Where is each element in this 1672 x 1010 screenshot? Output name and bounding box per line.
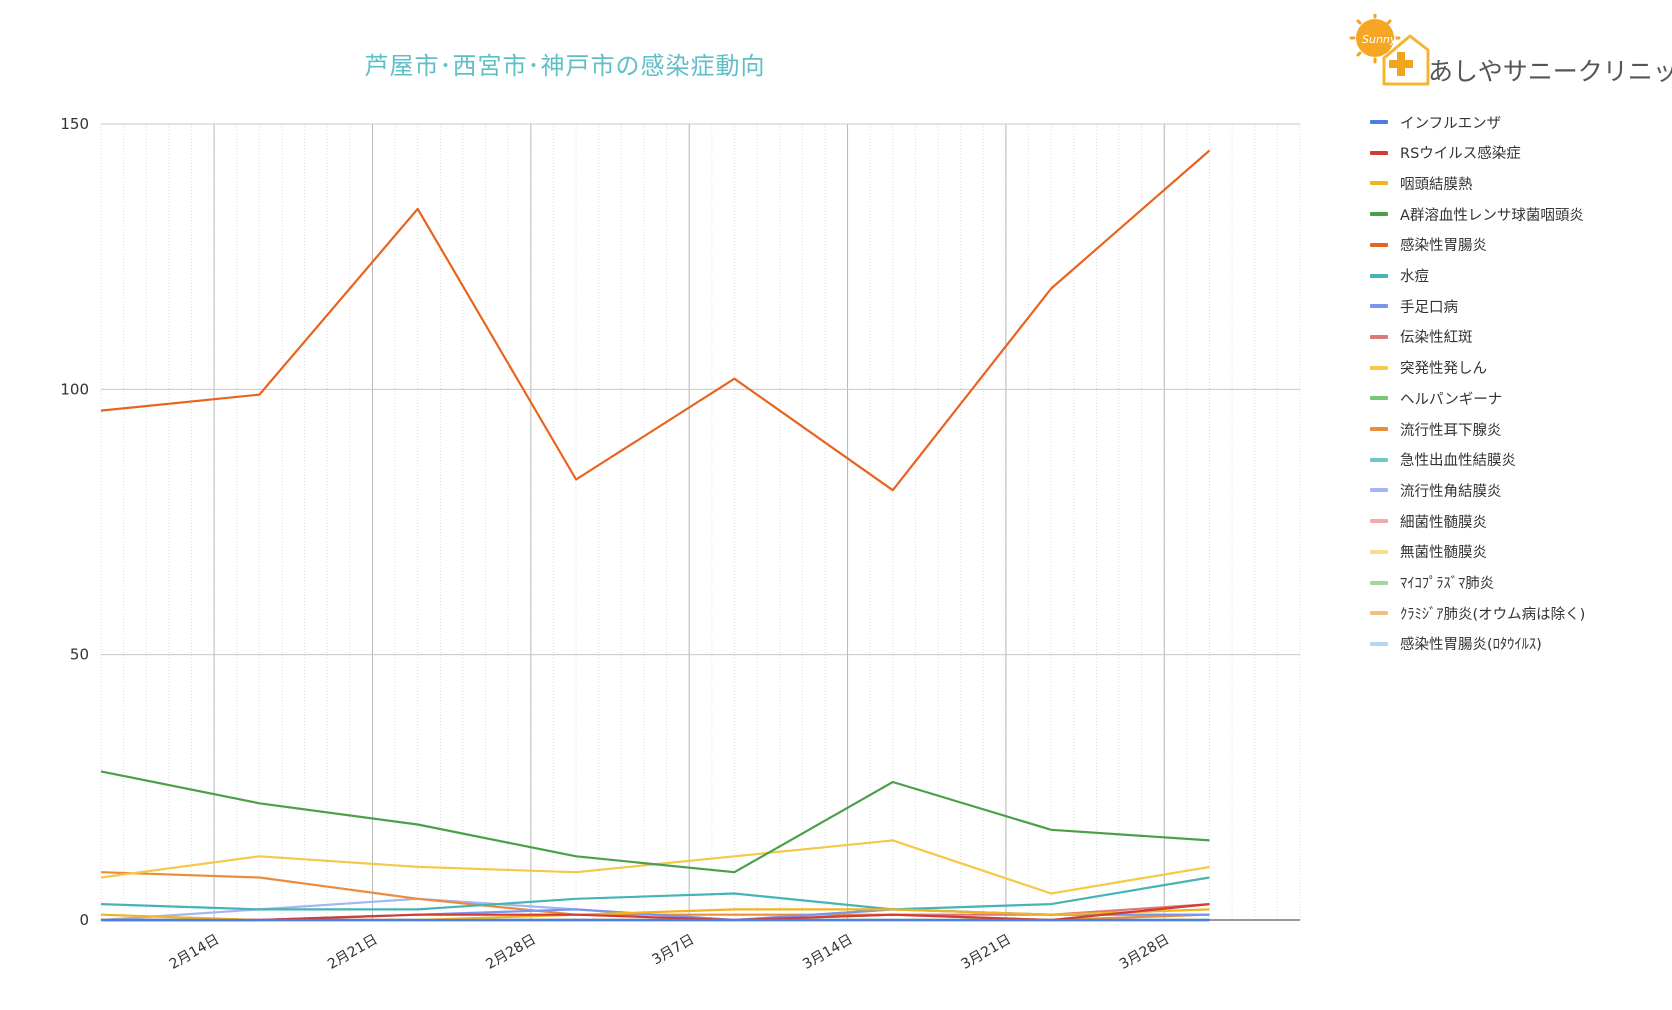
clinic-name: あしやサニークリニック (1428, 57, 1672, 86)
y-axis-ticks: 0 50 100 150 (60, 115, 89, 929)
x-tick-label: 2月14日 (167, 932, 222, 973)
legend-label: 感染性胃腸炎 (1400, 238, 1487, 255)
legend-item: 水痘 (1370, 266, 1429, 286)
legend-swatch (1370, 641, 1388, 646)
legend-swatch (1370, 519, 1388, 524)
legend-label: RSウイルス感染症 (1400, 146, 1521, 163)
legend-item: 流行性耳下腺炎 (1370, 419, 1502, 439)
legend-item: ﾏｲｺﾌﾟﾗｽﾞﾏ肺炎 (1370, 573, 1494, 593)
legend-swatch (1370, 611, 1388, 616)
legend-swatch (1370, 549, 1388, 554)
svg-text:Sunny: Sunny (1362, 33, 1397, 46)
legend-swatch (1370, 304, 1388, 309)
legend-item: 突発性発しん (1370, 358, 1487, 378)
series-lines (100, 149, 1211, 922)
legend-label: 急性出血性結膜炎 (1400, 453, 1516, 470)
chart-title: 芦屋市･西宮市･神戸市の感染症動向 (364, 52, 766, 80)
clinic-logo: Sunny (1340, 12, 1665, 90)
legend-item: RSウイルス感染症 (1370, 143, 1521, 163)
legend-swatch (1370, 212, 1388, 217)
legend-item: インフルエンザ (1370, 112, 1501, 132)
legend-item: 伝染性紅斑 (1370, 327, 1473, 347)
legend-label: A群溶血性レンサ球菌咽頭炎 (1400, 207, 1584, 224)
y-tick-label: 0 (79, 911, 89, 929)
legend-item: 流行性角結膜炎 (1370, 480, 1502, 500)
legend-item: 急性出血性結膜炎 (1370, 450, 1516, 470)
legend-label: 水痘 (1400, 269, 1429, 285)
legend-item: 無菌性髄膜炎 (1370, 542, 1487, 562)
major-gridlines (101, 123, 1300, 921)
legend-swatch (1370, 334, 1388, 339)
legend-item: ヘルパンギーナ (1370, 388, 1502, 408)
legend-label: 咽頭結膜熱 (1400, 176, 1473, 193)
series-line (100, 770, 1210, 874)
series-line (100, 149, 1211, 492)
legend-label: 手足口病 (1400, 299, 1458, 316)
x-tick-label: 2月28日 (483, 932, 538, 973)
minor-gridlines (100, 124, 1301, 920)
legend-swatch (1370, 150, 1388, 155)
legend-label: インフルエンザ (1400, 115, 1502, 132)
legend-item: 細菌性髄膜炎 (1370, 511, 1487, 531)
legend-item: A群溶血性レンサ球菌咽頭炎 (1370, 204, 1584, 224)
series-line (100, 876, 1210, 911)
legend-label: 突発性発しん (1400, 361, 1487, 378)
legend-label: ｸﾗﾐｼﾞｱ肺炎(オウム病は除く) (1400, 606, 1586, 623)
legend-label: ﾏｲｺﾌﾟﾗｽﾞﾏ肺炎 (1400, 576, 1495, 592)
x-tick-label: 2月21日 (325, 932, 380, 973)
y-tick-label: 50 (70, 646, 89, 664)
legend-label: 流行性耳下腺炎 (1400, 422, 1502, 439)
legend-item: 手足口病 (1370, 296, 1458, 316)
legend-label: 細菌性髄膜炎 (1400, 514, 1487, 531)
x-tick-label: 3月7日 (650, 932, 698, 969)
legend-swatch (1370, 457, 1388, 462)
legend-item: 感染性胃腸炎 (1370, 235, 1487, 255)
legend-label: 伝染性紅斑 (1400, 330, 1473, 347)
legend-item: ｸﾗﾐｼﾞｱ肺炎(オウム病は除く) (1370, 603, 1585, 623)
x-tick-label: 3月21日 (959, 932, 1014, 973)
legend-swatch (1370, 273, 1388, 278)
legend-swatch (1370, 488, 1388, 493)
series-line (100, 839, 1210, 895)
sun-house-logo-icon: Sunny (1349, 12, 1430, 86)
legend-item: 咽頭結膜熱 (1370, 173, 1473, 193)
legend-swatch (1370, 120, 1388, 124)
legend-label: 感染性胃腸炎(ﾛﾀｳｲﾙｽ) (1400, 637, 1542, 654)
legend-item: 感染性胃腸炎(ﾛﾀｳｲﾙｽ) (1370, 634, 1542, 654)
legend-label: 流行性角結膜炎 (1400, 483, 1502, 500)
legend-swatch (1370, 580, 1388, 585)
legend-swatch (1370, 365, 1388, 370)
legend-label: ヘルパンギーナ (1400, 391, 1503, 408)
y-tick-label: 100 (60, 380, 89, 398)
x-tick-label: 3月14日 (800, 932, 855, 973)
legend-swatch (1370, 427, 1388, 431)
legend-swatch (1370, 181, 1388, 186)
y-tick-label: 150 (60, 115, 89, 133)
legend-swatch (1370, 396, 1388, 401)
legend-label: 無菌性髄膜炎 (1400, 545, 1487, 562)
x-axis-ticks: 2月14日 2月21日 2月28日 3月7日 3月14日 3月21日 3月28日 (167, 932, 1173, 973)
x-tick-label: 3月28日 (1117, 932, 1172, 973)
legend-swatch (1370, 242, 1388, 247)
